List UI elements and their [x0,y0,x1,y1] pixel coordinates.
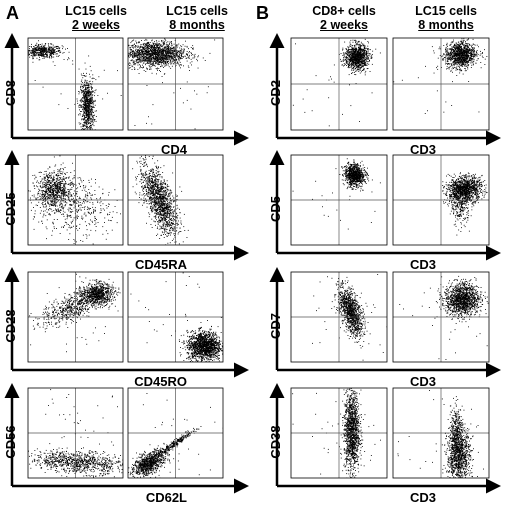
dot-plot-b-2-2 [393,272,489,362]
x-axis-label: CD62L [127,491,187,505]
cell-population [327,276,371,348]
plot-row-b-1 [277,153,498,253]
dot-cloud [393,38,487,130]
dot-plot-a-0-2 [128,38,223,130]
cell-population [175,320,224,363]
plot-row-a-2 [12,270,246,370]
cell-population [442,172,487,211]
cell-population [74,66,98,131]
dot-plot-b-1-2 [393,155,489,245]
x-axis-label: CD45RA [127,258,187,272]
cell-population [292,393,381,475]
cell-population [74,276,119,309]
plot-row-b-0 [277,36,498,138]
cell-population [340,388,365,479]
dot-cloud [28,40,122,130]
x-axis-label: CD3 [376,491,436,505]
dot-cloud [399,276,488,360]
dot-cloud [442,172,487,235]
plot-row-b-2 [277,270,498,370]
dot-plot-a-1-2 [128,155,223,245]
dot-plot-b-2-1 [291,272,387,362]
dot-plot-a-2-1 [28,272,123,362]
cell-population [432,38,487,76]
y-axis-label: CD28 [4,296,18,356]
dot-plot-b-0-2 [393,38,489,131]
dot-plot-a-2-2 [128,272,224,363]
plot-row-a-3 [12,386,246,486]
plot-row-a-0 [12,36,246,138]
dot-plot-b-1-1 [291,155,387,245]
cell-population [399,276,487,360]
cell-population [28,40,70,62]
cell-population [339,158,372,191]
y-axis-label: CD2 [269,63,283,123]
cell-population [393,44,487,130]
dot-plot-a-3-1 [28,388,123,479]
y-axis-label: CD38 [269,412,283,472]
cell-population [132,156,189,246]
x-axis-label: CD3 [376,375,436,389]
dot-cloud [29,274,120,352]
dot-plot-b-3-2 [393,388,489,479]
cell-population [128,443,178,479]
dot-plot-a-1-1 [28,155,123,245]
y-axis-label: CD56 [4,412,18,472]
dot-cloud [132,156,189,246]
dot-plot-a-0-1 [28,38,123,131]
plot-row-b-3 [277,386,498,486]
dot-plot-a-3-2 [128,388,223,479]
x-axis-label: CD4 [127,143,187,157]
dot-cloud [293,158,381,229]
cell-population [128,38,206,74]
y-axis-label: CD7 [269,296,283,356]
cell-population [339,39,376,75]
dot-plot-b-3-1 [291,388,387,479]
cell-population [29,279,120,332]
dot-cloud [131,273,224,363]
dot-cloud [292,388,381,479]
cell-population [293,166,381,229]
y-axis-label: CD25 [4,179,18,239]
y-axis-label: CD5 [269,179,283,239]
dot-cloud [293,39,381,126]
plot-row-a-1 [12,153,246,253]
y-axis-label: CD8 [4,63,18,123]
x-axis-label: CD3 [376,258,436,272]
dot-plot-b-0-1 [291,38,387,130]
x-axis-label: CD45RO [127,375,187,389]
cell-population [293,43,381,126]
x-axis-label: CD3 [376,143,436,157]
cell-population [442,412,484,479]
